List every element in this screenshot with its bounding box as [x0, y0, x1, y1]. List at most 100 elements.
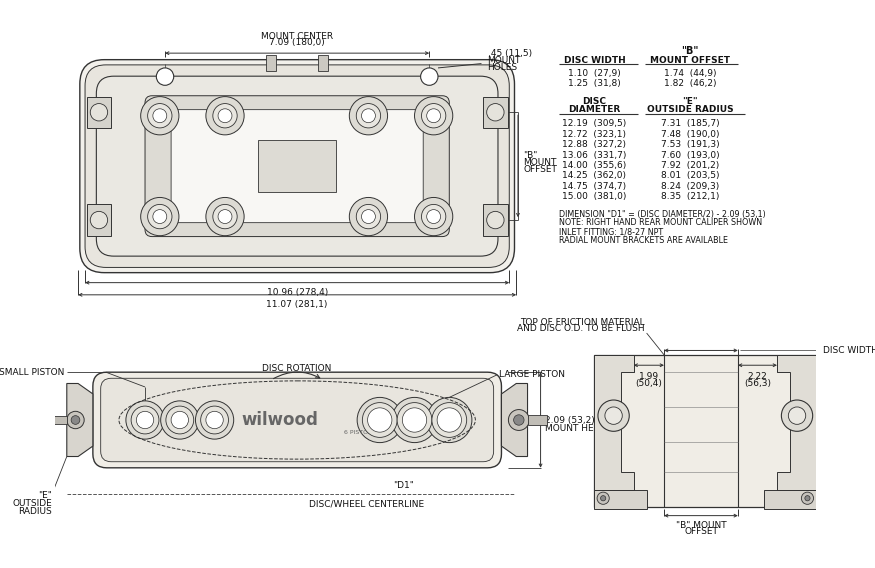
- Text: DISC WIDTH: DISC WIDTH: [564, 56, 626, 65]
- FancyBboxPatch shape: [96, 76, 498, 256]
- Text: MOUNT HEIGHT: MOUNT HEIGHT: [545, 424, 615, 433]
- Polygon shape: [501, 383, 528, 457]
- Circle shape: [487, 103, 504, 121]
- Circle shape: [356, 103, 381, 128]
- Circle shape: [153, 109, 167, 123]
- Circle shape: [427, 210, 441, 224]
- Circle shape: [805, 496, 810, 501]
- FancyBboxPatch shape: [172, 110, 424, 223]
- Text: 14.00  (355,6): 14.00 (355,6): [563, 161, 626, 170]
- Text: 7.48  (190,0): 7.48 (190,0): [661, 130, 719, 139]
- Circle shape: [514, 415, 524, 425]
- Text: "E": "E": [682, 97, 698, 106]
- Text: 8.24  (209,3): 8.24 (209,3): [661, 182, 719, 191]
- Text: DISC WIDTH: DISC WIDTH: [823, 346, 875, 355]
- Circle shape: [90, 103, 108, 121]
- Text: 14.25  (362,0): 14.25 (362,0): [563, 172, 626, 181]
- Text: 7.09 (180,0): 7.09 (180,0): [270, 38, 325, 47]
- Circle shape: [598, 400, 629, 431]
- Bar: [318, 55, 328, 70]
- Text: 1.99: 1.99: [639, 372, 659, 381]
- Circle shape: [90, 211, 108, 229]
- Text: 1.10  (27,9): 1.10 (27,9): [568, 69, 621, 78]
- Text: SMALL PISTON: SMALL PISTON: [0, 367, 64, 377]
- Circle shape: [148, 103, 172, 128]
- Text: AND DISC O.D. TO BE FLUSH: AND DISC O.D. TO BE FLUSH: [517, 324, 645, 333]
- Text: "B" MOUNT: "B" MOUNT: [676, 521, 726, 530]
- Text: 14.75  (374,7): 14.75 (374,7): [563, 182, 626, 191]
- Circle shape: [788, 407, 806, 424]
- Bar: [87, 204, 111, 236]
- Text: MOUNT OFFSET: MOUNT OFFSET: [650, 56, 730, 65]
- Text: OFFSET: OFFSET: [523, 165, 557, 174]
- Circle shape: [356, 204, 381, 229]
- Circle shape: [200, 406, 228, 434]
- Text: wilwood: wilwood: [242, 411, 318, 429]
- Text: DISC/WHEEL CENTERLINE: DISC/WHEEL CENTERLINE: [309, 500, 424, 509]
- Text: DISC ROTATION: DISC ROTATION: [262, 364, 332, 373]
- Circle shape: [206, 411, 223, 429]
- Text: OFFSET: OFFSET: [684, 527, 717, 536]
- Circle shape: [397, 403, 432, 437]
- Text: 10.96 (278,4): 10.96 (278,4): [267, 288, 328, 297]
- Circle shape: [402, 408, 427, 432]
- FancyBboxPatch shape: [145, 96, 449, 236]
- Text: RADIUS: RADIUS: [18, 507, 52, 516]
- Bar: [764, 490, 816, 509]
- Text: 7.92  (201,2): 7.92 (201,2): [661, 161, 719, 170]
- FancyBboxPatch shape: [93, 372, 501, 468]
- Text: 12.19  (309,5): 12.19 (309,5): [563, 119, 626, 128]
- Circle shape: [357, 398, 403, 442]
- Polygon shape: [777, 355, 816, 490]
- Circle shape: [361, 210, 375, 224]
- FancyBboxPatch shape: [85, 65, 509, 268]
- FancyBboxPatch shape: [80, 60, 514, 273]
- Circle shape: [392, 398, 438, 442]
- Text: 7.60  (193,0): 7.60 (193,0): [661, 151, 719, 160]
- Circle shape: [600, 496, 605, 501]
- Bar: [528, 415, 547, 425]
- Text: "D1": "D1": [393, 482, 414, 490]
- Circle shape: [802, 492, 814, 504]
- Circle shape: [415, 97, 452, 135]
- Text: 7.31  (185,7): 7.31 (185,7): [661, 119, 719, 128]
- Text: OUTSIDE: OUTSIDE: [12, 499, 52, 508]
- Circle shape: [213, 103, 237, 128]
- Text: 2.09 (53,2): 2.09 (53,2): [545, 416, 595, 424]
- Circle shape: [131, 406, 159, 434]
- Circle shape: [415, 198, 452, 236]
- Bar: [483, 97, 508, 128]
- Circle shape: [161, 401, 199, 439]
- Text: "B": "B": [682, 46, 699, 56]
- Text: "B": "B": [523, 151, 537, 160]
- Text: MOUNT CENTER: MOUNT CENTER: [261, 32, 333, 41]
- Text: DIMENSION "D1" = (DISC DIAMETER/2) - 2.09 (53,1): DIMENSION "D1" = (DISC DIAMETER/2) - 2.0…: [559, 210, 766, 219]
- Circle shape: [136, 411, 154, 429]
- Circle shape: [141, 198, 178, 236]
- FancyBboxPatch shape: [101, 378, 493, 462]
- Circle shape: [427, 398, 472, 442]
- Circle shape: [421, 68, 438, 85]
- Bar: [594, 355, 816, 507]
- Text: 12.88  (327,2): 12.88 (327,2): [563, 140, 626, 149]
- Bar: [49, 416, 66, 424]
- Text: (50,4): (50,4): [635, 379, 662, 388]
- Polygon shape: [594, 355, 633, 490]
- Bar: [87, 97, 111, 128]
- Circle shape: [349, 198, 388, 236]
- Text: .45 (11,5): .45 (11,5): [487, 49, 532, 57]
- Text: OUTSIDE RADIUS: OUTSIDE RADIUS: [647, 105, 733, 114]
- Circle shape: [508, 410, 529, 431]
- Text: (56,3): (56,3): [744, 379, 771, 388]
- Circle shape: [213, 204, 237, 229]
- Text: 8.01  (203,5): 8.01 (203,5): [661, 172, 719, 181]
- Circle shape: [195, 401, 234, 439]
- Circle shape: [153, 210, 167, 224]
- Text: HOLES: HOLES: [487, 62, 518, 72]
- Polygon shape: [66, 383, 93, 457]
- Text: NOTE: RIGHT HAND REAR MOUNT CALIPER SHOWN: NOTE: RIGHT HAND REAR MOUNT CALIPER SHOW…: [559, 218, 762, 227]
- Text: 13.06  (331,7): 13.06 (331,7): [563, 151, 626, 160]
- Text: DIAMETER: DIAMETER: [569, 105, 620, 114]
- Text: DISC: DISC: [583, 97, 606, 106]
- Circle shape: [361, 109, 375, 123]
